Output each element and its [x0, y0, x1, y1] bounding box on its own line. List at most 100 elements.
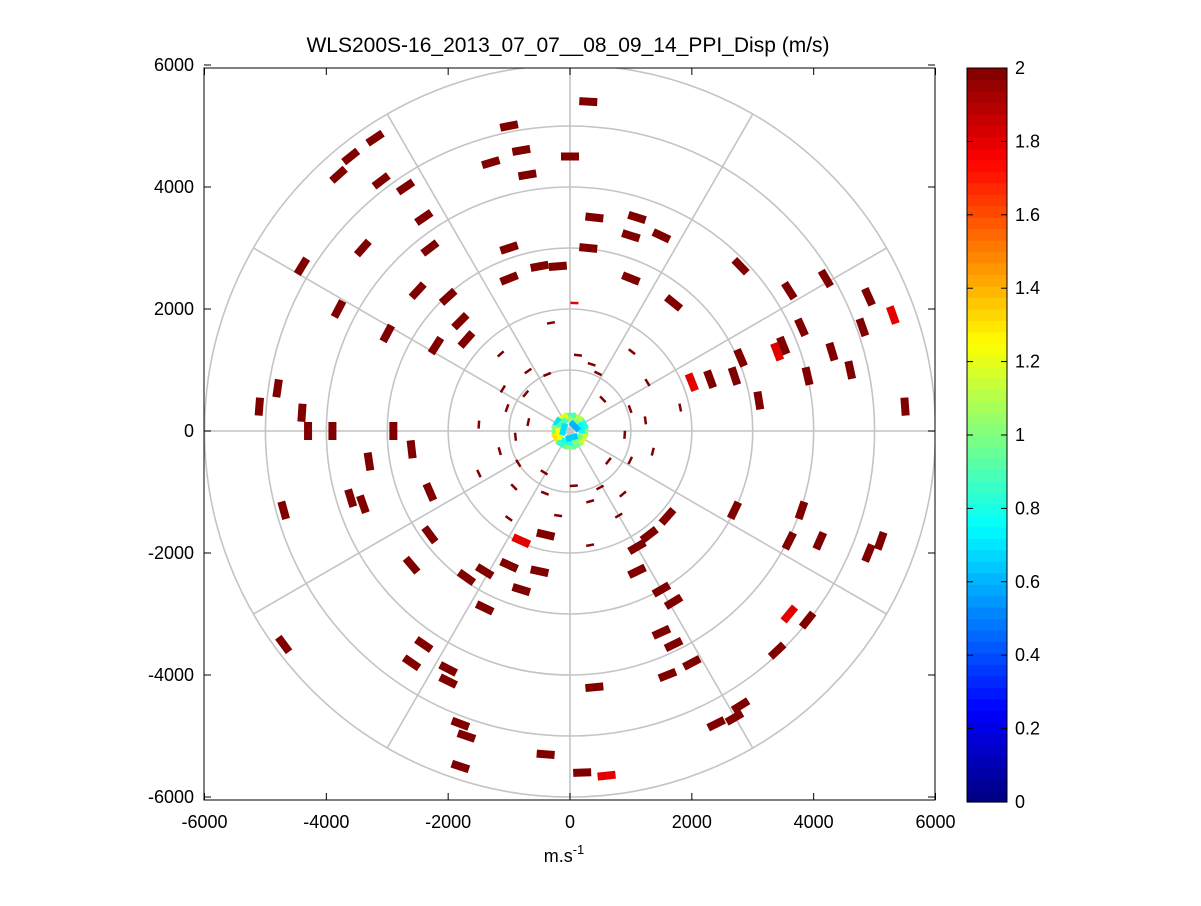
data-point — [585, 682, 604, 693]
data-point — [328, 422, 337, 440]
data-point — [499, 384, 507, 394]
data-point — [844, 360, 857, 380]
data-point — [379, 323, 396, 344]
colorbar-cell — [967, 308, 1007, 321]
colorbar-cell — [967, 354, 1007, 367]
y-tick-label: 2000 — [154, 299, 194, 319]
data-point — [663, 636, 684, 653]
data-point — [861, 286, 876, 307]
data-point — [515, 459, 522, 468]
data-point — [395, 178, 416, 196]
colorbar-cell — [967, 469, 1007, 482]
data-point — [585, 543, 595, 548]
data-point — [511, 533, 532, 549]
colorbar-cell — [967, 217, 1007, 230]
colorbar-cell — [967, 687, 1007, 700]
data-point — [825, 341, 839, 362]
data-point — [657, 667, 678, 683]
data-point — [781, 280, 798, 301]
x-tick-label: -6000 — [181, 812, 227, 832]
data-point — [627, 538, 647, 555]
colorbar-cell — [967, 228, 1007, 241]
data-point — [504, 403, 510, 413]
data-point — [614, 512, 623, 519]
y-tick-label: 4000 — [154, 177, 194, 197]
data-point — [726, 500, 742, 521]
data-point — [651, 581, 672, 598]
data-point — [730, 697, 751, 714]
colorbar-cell — [967, 182, 1007, 195]
colorbar: 0 0.2 0.4 0.6 0.8 1 1.2 1.4 1.6 1.8 2 — [966, 58, 1040, 812]
data-point — [584, 212, 604, 223]
data-point — [767, 641, 787, 660]
data-point — [272, 378, 283, 398]
data-point — [664, 294, 684, 312]
data-point — [344, 488, 358, 508]
data-point — [456, 568, 477, 586]
colorbar-ticks: 0 0.2 0.4 0.6 0.8 1 1.2 1.4 1.6 1.8 2 — [967, 58, 1040, 812]
colorbar-tick-label: 0.4 — [1015, 645, 1040, 665]
colorbar-cell — [967, 79, 1007, 92]
colorbar-cell — [967, 240, 1007, 253]
data-point — [627, 563, 647, 579]
data-point — [684, 372, 699, 393]
x-axis-label-base: m.s — [544, 846, 573, 866]
data-point — [408, 281, 427, 301]
data-point — [529, 260, 550, 272]
colorbar-tick-label: 0.2 — [1015, 719, 1040, 739]
data-point — [456, 729, 477, 743]
colorbar-cell — [967, 446, 1007, 459]
data-point — [780, 604, 799, 624]
data-point — [731, 257, 750, 276]
data-point — [573, 353, 583, 357]
colorbar-cell — [967, 125, 1007, 138]
data-point — [618, 490, 627, 498]
data-point — [427, 335, 445, 356]
x-axis-label-superscript: -1 — [573, 842, 585, 857]
y-tick-label: -2000 — [148, 543, 194, 563]
data-point — [365, 129, 385, 147]
data-point — [522, 389, 530, 398]
grid-spoke — [386, 430, 571, 749]
data-point — [568, 419, 582, 433]
data-point — [627, 404, 633, 414]
x-tick-label: 2000 — [672, 812, 712, 832]
colorbar-cell — [967, 756, 1007, 769]
data-point — [587, 361, 596, 367]
data-point — [564, 443, 576, 450]
colorbar-cell — [967, 136, 1007, 149]
data-point — [621, 229, 641, 243]
colorbar-cell — [967, 607, 1007, 620]
data-point — [658, 506, 677, 526]
colorbar-cell — [967, 503, 1007, 516]
data-point — [651, 228, 672, 244]
colorbar-cell — [967, 457, 1007, 471]
data-point — [623, 430, 627, 439]
data-point — [497, 446, 503, 456]
data-point — [873, 530, 888, 551]
data-point — [277, 500, 290, 521]
colorbar-cell — [967, 377, 1007, 390]
data-point — [513, 432, 518, 441]
data-point — [524, 367, 533, 375]
data-point — [481, 156, 501, 169]
colorbar-cell — [967, 721, 1007, 734]
colorbar-tick-label: 1.4 — [1015, 278, 1040, 298]
data-point — [536, 749, 555, 759]
data-point — [275, 634, 293, 655]
colorbar-cell — [967, 171, 1007, 184]
data-point — [356, 494, 370, 515]
colorbar-cell — [967, 561, 1007, 574]
data-point — [627, 456, 634, 465]
data-point — [540, 469, 549, 476]
data-point — [855, 317, 870, 338]
colorbar-cell — [967, 331, 1007, 344]
y-tick-label: 6000 — [154, 55, 194, 75]
data-point — [414, 209, 434, 226]
data-point — [682, 655, 702, 671]
y-axis-ticks: 6000 4000 2000 0 -2000 -4000 -6000 — [148, 55, 935, 807]
data-point — [724, 709, 745, 726]
colorbar-cell — [967, 90, 1007, 104]
data-point — [599, 395, 607, 403]
data-point — [422, 482, 438, 502]
